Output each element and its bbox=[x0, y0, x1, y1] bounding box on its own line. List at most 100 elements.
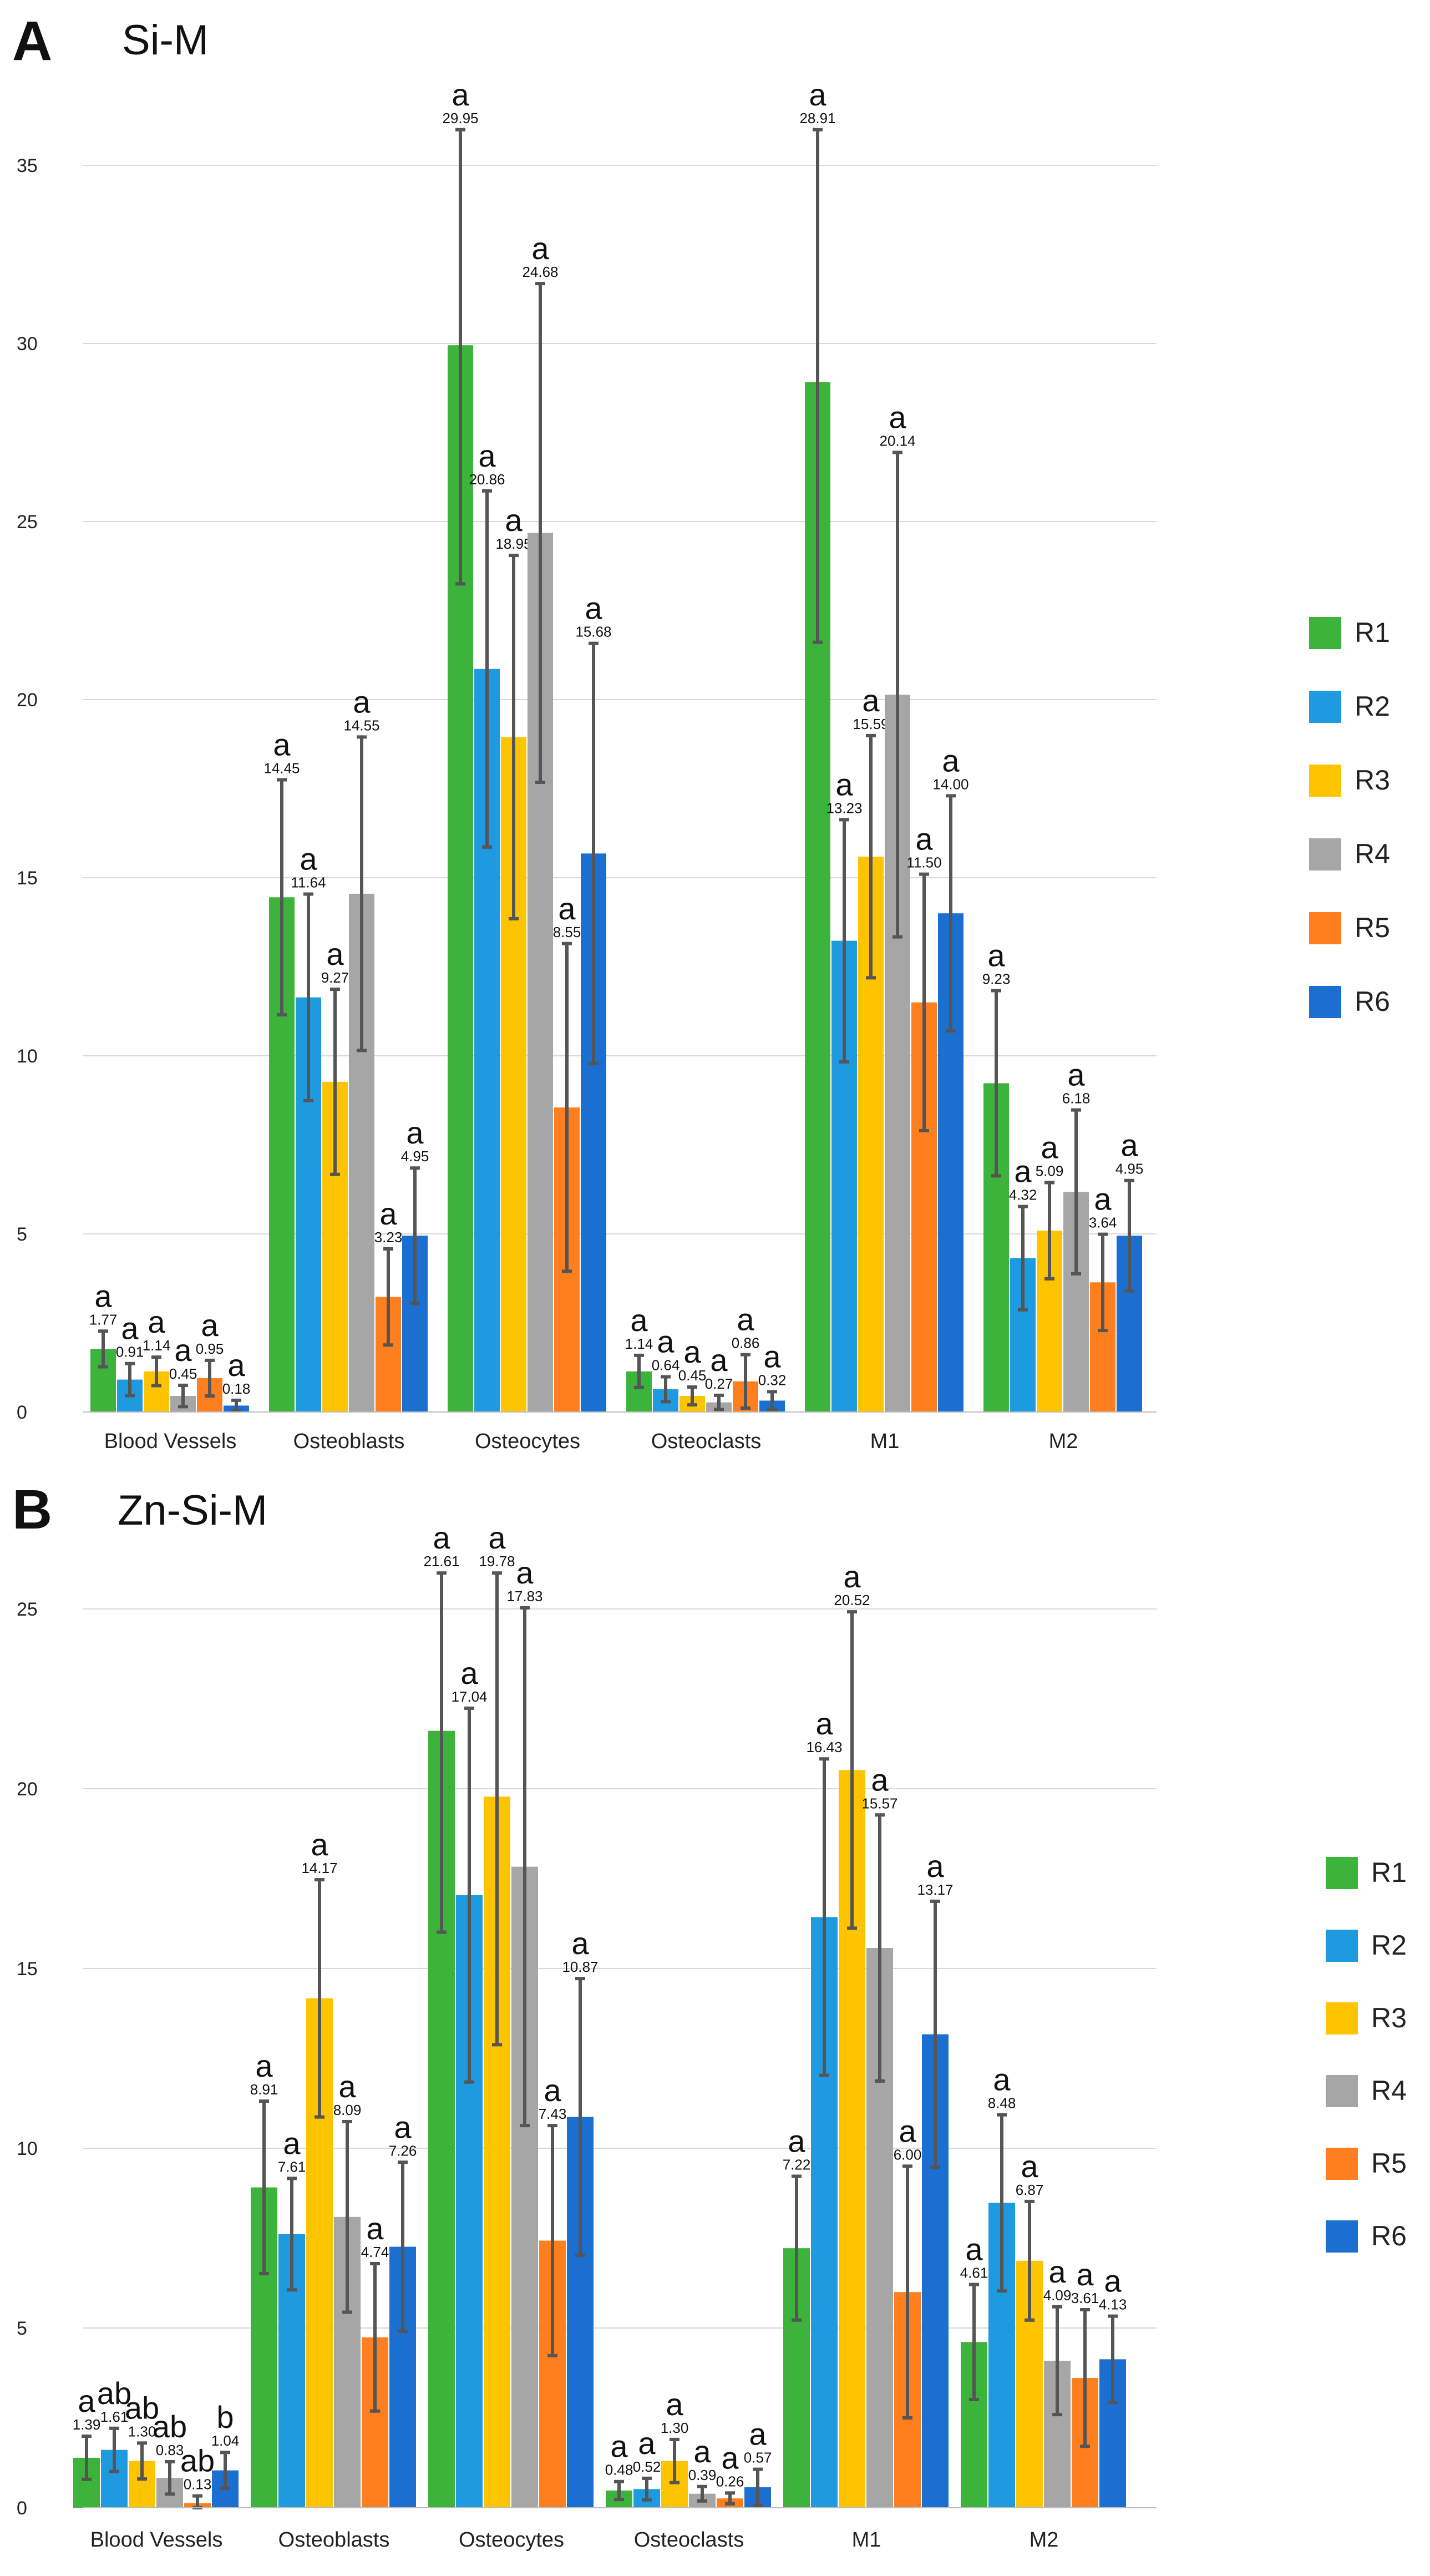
panel-a-value-label: 9.27 bbox=[321, 969, 349, 986]
panel-b-legend-swatch-r4 bbox=[1326, 2075, 1358, 2107]
panel-b-value-label: 1.30 bbox=[128, 2423, 156, 2440]
panel-b-title: Zn-Si-M bbox=[118, 1487, 267, 1534]
panel-b-y-tick-label: 5 bbox=[17, 2318, 27, 2339]
panel-a-value-label: 14.00 bbox=[932, 776, 968, 792]
panel-a-significance-label: a bbox=[121, 1311, 139, 1346]
panel-b-value-label: 6.00 bbox=[894, 2146, 922, 2163]
panel-b-significance-label: a bbox=[721, 2440, 739, 2475]
panel-a-y-tick-label: 30 bbox=[17, 333, 38, 355]
panel-b-value-label: 17.83 bbox=[506, 1588, 542, 1605]
panel-a-significance-label: a bbox=[1041, 1130, 1058, 1165]
panel-a-value-label: 4.32 bbox=[1009, 1187, 1037, 1203]
panel-a-value-label: 0.45 bbox=[169, 1365, 197, 1382]
panel-a-value-label: 4.95 bbox=[1115, 1161, 1144, 1177]
panel-b-value-label: 17.04 bbox=[451, 1688, 487, 1705]
panel-a-legend-label: R3 bbox=[1355, 765, 1390, 796]
panel-a-y-tick-label: 35 bbox=[17, 155, 38, 176]
panel-b-significance-label: a bbox=[433, 1520, 450, 1555]
panel-a-value-label: 0.95 bbox=[196, 1340, 224, 1357]
panel-a-value-label: 29.95 bbox=[442, 110, 478, 126]
panel-b-value-label: 0.39 bbox=[688, 2467, 717, 2483]
panel-b-value-label: 4.09 bbox=[1043, 2287, 1072, 2304]
panel-a-significance-label: a bbox=[1094, 1182, 1112, 1217]
panel-a-significance-label: a bbox=[94, 1278, 112, 1313]
panel-b-significance-label: a bbox=[516, 1555, 534, 1590]
panel-b-significance-label: b bbox=[216, 2400, 234, 2435]
panel-a-y-tick-label: 20 bbox=[17, 690, 38, 711]
panel-b-significance-label: a bbox=[1021, 2149, 1038, 2184]
panel-a-value-label: 14.55 bbox=[343, 717, 379, 733]
panel-b-value-label: 14.17 bbox=[301, 1860, 337, 1876]
panel-a-significance-label: a bbox=[452, 77, 469, 112]
panel-a-value-label: 8.55 bbox=[553, 924, 581, 940]
panel-a-value-label: 1.77 bbox=[89, 1311, 118, 1328]
panel-b-significance-label: a bbox=[78, 2383, 95, 2418]
panel-b-significance-label: a bbox=[815, 1706, 833, 1741]
panel-b-significance-label: a bbox=[965, 2232, 983, 2267]
panel-a-significance-label: a bbox=[531, 231, 549, 266]
panel-b-significance-label: a bbox=[283, 2125, 301, 2160]
panel-a-value-label: 3.64 bbox=[1089, 1214, 1117, 1231]
panel-a-value-label: 0.45 bbox=[678, 1367, 707, 1384]
panel-a-y-tick-label: 5 bbox=[17, 1224, 27, 1245]
panel-b-value-label: 7.22 bbox=[783, 2157, 811, 2173]
panel-a-significance-label: a bbox=[505, 503, 523, 538]
panel-a-value-label: 20.86 bbox=[469, 471, 505, 488]
panel-a-legend-swatch-r2 bbox=[1309, 691, 1341, 723]
panel-b-significance-label: a bbox=[460, 1656, 478, 1691]
panel-b-legend-label: R2 bbox=[1371, 1930, 1407, 1961]
panel-a-significance-label: a bbox=[1067, 1057, 1085, 1092]
panel-a-significance-label: a bbox=[478, 438, 496, 473]
panel-b-y-tick-label: 25 bbox=[17, 1599, 38, 1620]
panel-a-significance-label: a bbox=[657, 1324, 675, 1359]
panel-a-significance-label: a bbox=[227, 1348, 245, 1383]
panel-b-significance-label: a bbox=[488, 1520, 506, 1555]
panel-a-significance-label: a bbox=[201, 1308, 219, 1343]
panel-b-value-label: 15.57 bbox=[861, 1795, 897, 1811]
panel-b-value-label: 4.74 bbox=[361, 2244, 389, 2260]
panel-b-value-label: 1.61 bbox=[100, 2408, 129, 2425]
panel-a-value-label: 20.14 bbox=[879, 432, 915, 449]
panel-a-significance-label: a bbox=[406, 1115, 424, 1150]
panel-a-value-label: 0.64 bbox=[652, 1357, 680, 1373]
panel-b-legend-label: R3 bbox=[1371, 2002, 1407, 2033]
panel-b-legend-swatch-r1 bbox=[1326, 1857, 1358, 1889]
panel-a-value-label: 0.27 bbox=[705, 1375, 733, 1392]
panel-a-significance-label: a bbox=[585, 591, 602, 626]
panel-b-significance-label: ab bbox=[97, 2376, 131, 2411]
panel-b-value-label: 13.17 bbox=[917, 1881, 953, 1898]
panel-a-title: Si-M bbox=[122, 17, 209, 64]
panel-a-legend-swatch-r1 bbox=[1309, 617, 1341, 649]
panel-a-significance-label: a bbox=[683, 1334, 701, 1369]
panel-a-value-label: 5.09 bbox=[1036, 1163, 1064, 1180]
panel-b-significance-label: a bbox=[366, 2211, 384, 2246]
panel-b-category-label: M1 bbox=[852, 2528, 881, 2552]
panel-b-category-label: M2 bbox=[1030, 2528, 1059, 2552]
panel-b-value-label: 0.26 bbox=[716, 2473, 744, 2489]
panel-a-significance-label: a bbox=[809, 77, 826, 112]
panel-b-significance-label: a bbox=[638, 2426, 656, 2461]
panel-b-value-label: 4.61 bbox=[960, 2265, 988, 2281]
panel-b-significance-label: a bbox=[843, 1559, 861, 1594]
panel-b-y-tick-label: 15 bbox=[17, 1958, 38, 1980]
panel-b-significance-label: a bbox=[899, 2113, 916, 2148]
panel-a-value-label: 14.45 bbox=[263, 760, 300, 776]
panel-a-legend-swatch-r6 bbox=[1309, 986, 1341, 1018]
panel-a-significance-label: a bbox=[763, 1339, 781, 1374]
panel-a-value-label: 3.23 bbox=[374, 1229, 403, 1246]
panel-a-significance-label: a bbox=[835, 767, 853, 802]
panel-a-significance-label: a bbox=[174, 1333, 192, 1368]
panel-a-category-label: Blood Vessels bbox=[104, 1430, 237, 1453]
panel-a-value-label: 9.23 bbox=[982, 971, 1011, 988]
panel-b-significance-label: a bbox=[993, 2062, 1011, 2097]
panel-a-legend-label: R1 bbox=[1355, 617, 1390, 648]
panel-b-value-label: 19.78 bbox=[479, 1553, 515, 1570]
panel-b-category-label: Blood Vessels bbox=[90, 2528, 223, 2552]
panel-a-y-tick-label: 10 bbox=[17, 1046, 38, 1067]
panel-b-significance-label: a bbox=[610, 2429, 628, 2464]
panel-b-value-label: 0.57 bbox=[744, 2450, 772, 2466]
panel-b-value-label: 10.87 bbox=[562, 1958, 598, 1975]
